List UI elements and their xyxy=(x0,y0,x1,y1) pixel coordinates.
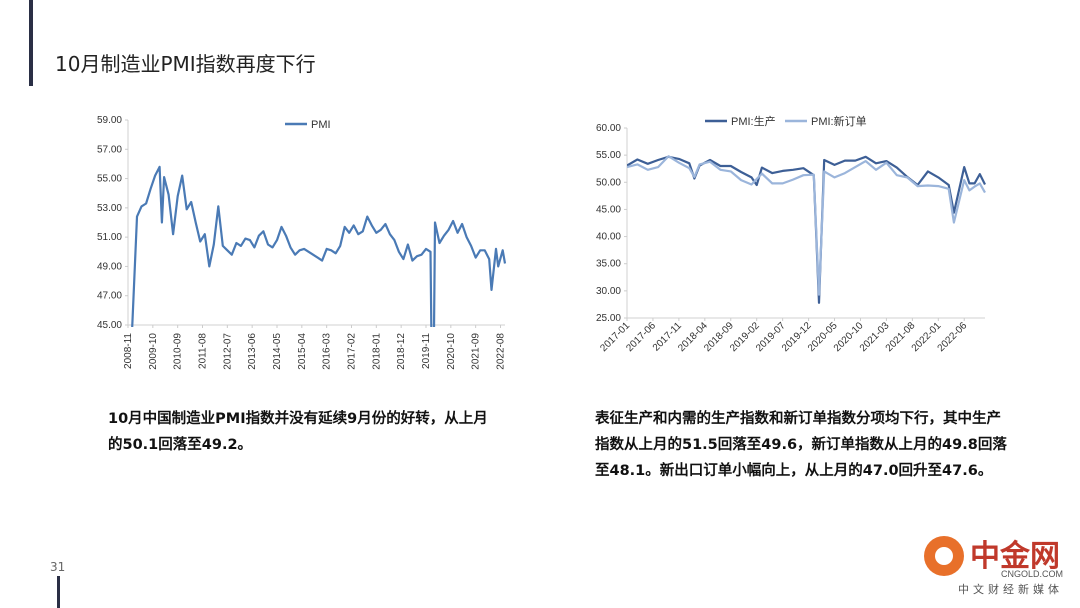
y-tick-label: 45.00 xyxy=(97,320,122,331)
y-tick-label: 30.00 xyxy=(596,286,621,297)
plot-area xyxy=(131,165,507,327)
plot-area xyxy=(627,155,986,304)
x-tick-label: 2010-09 xyxy=(173,333,184,370)
x-tick-label: 2022-08 xyxy=(495,333,506,370)
logo-icon xyxy=(935,547,953,565)
y-tick-label: 25.00 xyxy=(596,313,621,324)
x-tick-label: 2021-09 xyxy=(471,333,482,370)
slide-title: 10月制造业PMI指数再度下行 xyxy=(55,52,316,76)
x-tick-label: 2019-11 xyxy=(421,333,432,369)
y-tick-label: 35.00 xyxy=(596,259,621,270)
y-tick-label: 40.00 xyxy=(596,232,621,243)
y-tick-label: 55.00 xyxy=(97,174,122,185)
series-line xyxy=(627,155,986,304)
logo-site: CNGOLD.COM xyxy=(1001,569,1063,579)
x-tick-label: 2013-06 xyxy=(247,333,258,370)
y-tick-label: 55.00 xyxy=(596,150,621,161)
x-tick-label: 2012-07 xyxy=(222,333,233,370)
y-tick-label: 50.00 xyxy=(596,177,621,188)
y-tick-label: 59.00 xyxy=(97,115,122,126)
page-number: 31 xyxy=(50,560,66,574)
legend-label: PMI:生产 xyxy=(731,114,776,128)
legend-label: PMI:新订单 xyxy=(811,114,867,128)
x-tick-label: 2018-12 xyxy=(396,333,407,370)
logo-name: 中金网 xyxy=(970,539,1060,573)
x-tick-label: 2014-05 xyxy=(272,333,283,370)
x-tick-label: 2017-02 xyxy=(346,333,357,370)
footer-bar xyxy=(57,576,60,608)
x-tick-label: 2020-10 xyxy=(446,333,457,370)
y-tick-label: 51.00 xyxy=(97,232,122,243)
x-tick-label: 2015-04 xyxy=(297,333,308,370)
caption: 表征生产和内需的生产指数和新订单指数分项均下行，其中生产指数从上月的51.5回落… xyxy=(595,411,1007,479)
x-tick-label: 2009-10 xyxy=(148,333,159,370)
logo-slogan: 中文财经新媒体 xyxy=(958,582,1063,596)
y-tick-label: 60.00 xyxy=(596,123,621,134)
x-tick-label: 2008-11 xyxy=(123,333,134,369)
y-tick-label: 47.00 xyxy=(97,291,122,302)
title-bar xyxy=(29,0,33,86)
x-tick-label: 2018-01 xyxy=(371,333,382,370)
legend-label: PMI xyxy=(311,119,331,131)
caption: 10月中国制造业PMI指数并没有延续9月份的好转，从上月的50.1回落至49.2… xyxy=(108,411,488,453)
x-tick-label: 2022-06 xyxy=(936,320,970,354)
x-tick-label: 2016-03 xyxy=(322,333,333,370)
y-tick-label: 45.00 xyxy=(596,204,621,215)
series-line xyxy=(131,165,507,327)
y-tick-label: 53.00 xyxy=(97,203,122,214)
y-tick-label: 49.00 xyxy=(97,261,122,272)
series-line xyxy=(627,155,986,296)
y-tick-label: 57.00 xyxy=(97,144,122,155)
x-tick-label: 2011-08 xyxy=(197,333,208,369)
